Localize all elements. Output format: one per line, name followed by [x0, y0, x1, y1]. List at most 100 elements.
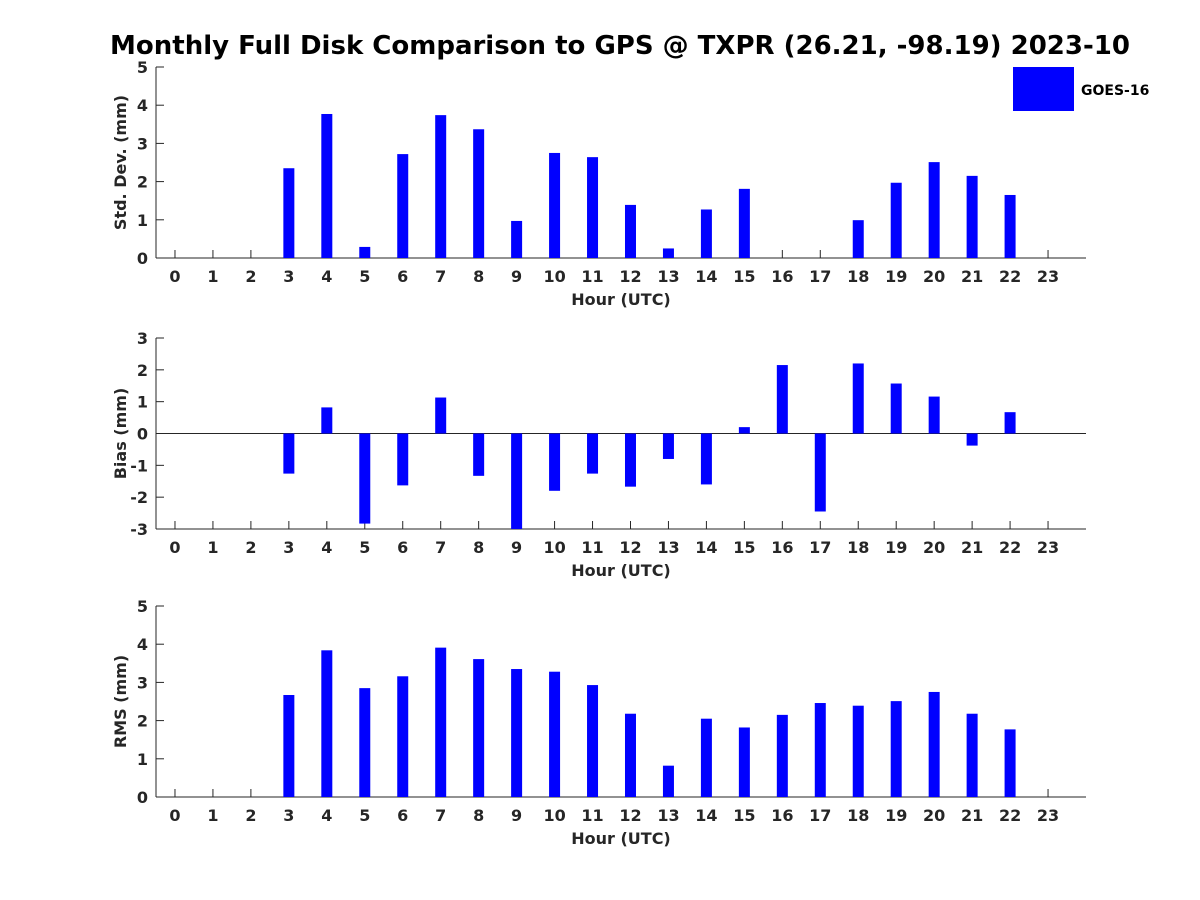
bar: [473, 129, 485, 258]
x-tick-label: 8: [473, 806, 484, 825]
bar: [966, 175, 978, 258]
x-tick-label: 9: [511, 538, 522, 557]
bar: [283, 168, 295, 258]
x-tick-label: 16: [771, 538, 793, 557]
x-tick-label: 9: [511, 806, 522, 825]
bar: [359, 688, 371, 797]
bar: [435, 647, 447, 797]
bar: [662, 765, 674, 797]
x-tick-label: 13: [657, 267, 679, 286]
bar: [700, 718, 712, 797]
x-tick-label: 0: [169, 806, 180, 825]
x-tick-label: 6: [397, 806, 408, 825]
y-tick-label: 3: [137, 134, 148, 153]
bar: [549, 671, 561, 797]
y-tick-label: 1: [137, 393, 148, 412]
bar: [587, 685, 599, 797]
x-tick-label: 13: [657, 538, 679, 557]
x-tick-label: 14: [695, 806, 717, 825]
x-tick-label: 21: [961, 806, 983, 825]
x-tick-label: 14: [695, 538, 717, 557]
x-tick-label: 4: [321, 538, 332, 557]
bar: [511, 433, 523, 529]
x-tick-label: 11: [581, 267, 603, 286]
x-tick-label: 19: [885, 267, 907, 286]
x-tick-label: 10: [543, 538, 565, 557]
bar: [549, 433, 561, 491]
x-axis-label: Hour (UTC): [571, 829, 671, 848]
bar: [549, 152, 561, 258]
bar: [1004, 194, 1016, 258]
bar: [1004, 729, 1016, 797]
bar: [928, 691, 940, 797]
legend: GOES-16: [1013, 67, 1149, 111]
legend-swatch: [1013, 67, 1074, 111]
x-tick-label: 12: [619, 538, 641, 557]
x-tick-label: 10: [543, 806, 565, 825]
bar: [587, 157, 599, 258]
x-tick-label: 19: [885, 538, 907, 557]
bar: [700, 433, 712, 485]
y-tick-label: 4: [137, 635, 148, 654]
x-tick-label: 11: [581, 806, 603, 825]
x-tick-label: 5: [359, 267, 370, 286]
y-tick-label: -3: [130, 520, 148, 539]
x-tick-label: 21: [961, 538, 983, 557]
x-tick-label: 22: [999, 267, 1021, 286]
bar: [397, 154, 409, 258]
x-tick-label: 1: [207, 267, 218, 286]
bar: [738, 427, 750, 434]
y-tick-label: 5: [137, 597, 148, 616]
chart-title: Monthly Full Disk Comparison to GPS @ TX…: [110, 31, 1130, 61]
y-axis-label: Bias (mm): [111, 388, 130, 480]
x-tick-label: 10: [543, 267, 565, 286]
bar: [852, 363, 864, 434]
bar: [890, 383, 902, 434]
x-tick-label: 17: [809, 538, 831, 557]
bar: [890, 701, 902, 797]
bar: [587, 433, 599, 474]
legend-label: GOES-16: [1081, 83, 1149, 99]
y-tick-label: -1: [130, 456, 148, 475]
x-tick-label: 21: [961, 267, 983, 286]
bar: [435, 397, 447, 434]
bar: [928, 162, 940, 258]
y-axis-label: Std. Dev. (mm): [111, 95, 130, 230]
bar: [814, 703, 826, 797]
x-tick-label: 3: [283, 267, 294, 286]
x-tick-label: 18: [847, 267, 869, 286]
bar: [776, 714, 788, 797]
x-tick-label: 22: [999, 538, 1021, 557]
x-tick-label: 1: [207, 806, 218, 825]
y-tick-label: -2: [130, 488, 148, 507]
x-tick-label: 6: [397, 267, 408, 286]
y-tick-label: 2: [137, 712, 148, 731]
bar: [1004, 412, 1016, 434]
x-tick-label: 2: [245, 538, 256, 557]
y-tick-label: 3: [137, 673, 148, 692]
x-tick-label: 23: [1037, 267, 1059, 286]
x-tick-label: 7: [435, 806, 446, 825]
x-tick-label: 18: [847, 538, 869, 557]
x-tick-label: 15: [733, 806, 755, 825]
x-tick-label: 16: [771, 806, 793, 825]
bar: [283, 695, 295, 797]
x-tick-label: 4: [321, 267, 332, 286]
y-tick-label: 1: [137, 211, 148, 230]
x-tick-label: 1: [207, 538, 218, 557]
y-tick-label: 2: [137, 361, 148, 380]
x-axis-label: Hour (UTC): [571, 290, 671, 309]
x-tick-label: 15: [733, 267, 755, 286]
x-tick-label: 16: [771, 267, 793, 286]
bar: [966, 713, 978, 797]
x-tick-label: 3: [283, 806, 294, 825]
y-tick-label: 0: [137, 249, 148, 268]
x-tick-label: 5: [359, 538, 370, 557]
bar: [928, 396, 940, 434]
y-tick-label: 2: [137, 173, 148, 192]
y-tick-label: 4: [137, 96, 148, 115]
x-tick-label: 12: [619, 806, 641, 825]
bar: [473, 433, 485, 476]
